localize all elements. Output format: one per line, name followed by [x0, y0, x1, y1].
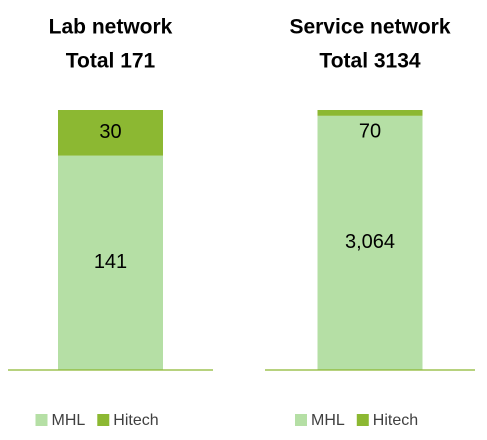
bar-segment — [317, 115, 423, 370]
legend-swatch — [35, 414, 48, 426]
data-label: 141 — [94, 251, 127, 273]
chart-title: Lab network — [49, 16, 173, 39]
bar-segment — [317, 110, 423, 116]
chart-title: Service network — [289, 16, 450, 39]
legend-label: Hitech — [113, 412, 158, 429]
legend-label: Hitech — [373, 412, 418, 429]
bar-segment — [58, 155, 163, 370]
data-label: 70 — [359, 120, 381, 142]
bar-segment — [58, 110, 163, 156]
legend-label: MHL — [311, 412, 345, 429]
data-label: 30 — [99, 121, 121, 143]
chart-subtitle: Total 171 — [66, 50, 156, 73]
data-label: 3,064 — [345, 231, 395, 253]
legend-swatch — [295, 414, 307, 426]
legend-swatch — [356, 414, 369, 426]
legend-swatch — [97, 414, 110, 426]
chart-subtitle: Total 3134 — [319, 50, 420, 73]
legend-label: MHL — [52, 412, 86, 429]
